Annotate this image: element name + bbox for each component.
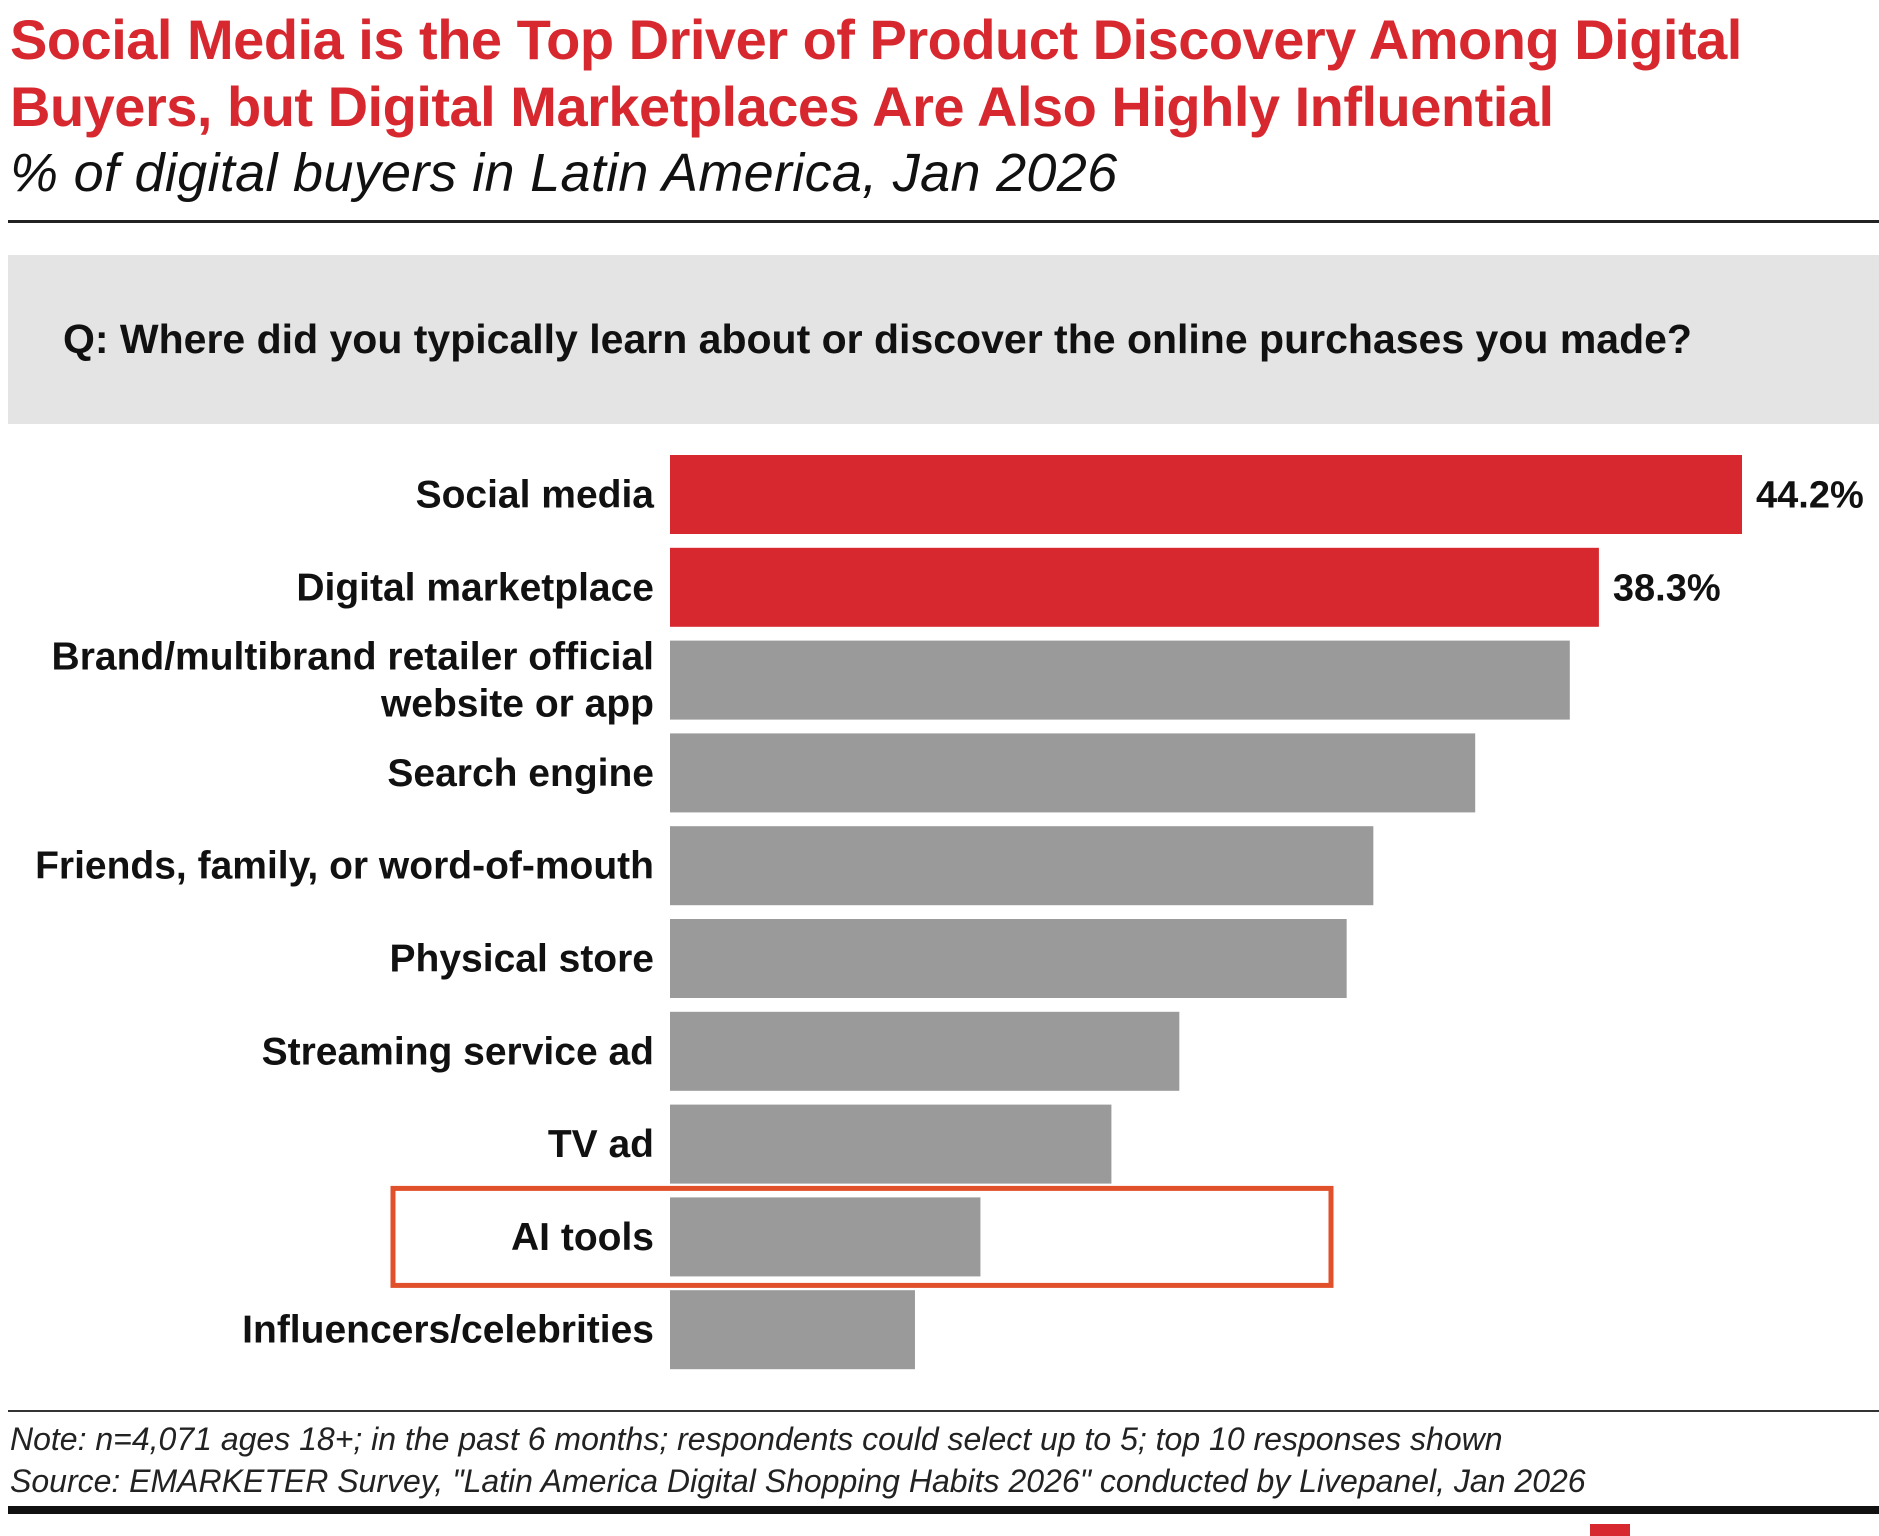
source-text: Source: EMARKETER Survey, "Latin America… — [10, 1463, 1586, 1499]
bar-physical-store — [670, 919, 1347, 998]
category-label-physical-store: Physical store — [390, 938, 654, 981]
bar-friends-family-or-word-of-mouth — [670, 826, 1374, 906]
bar-tv-ad — [670, 1104, 1112, 1184]
bottom-divider — [8, 1410, 1879, 1412]
category-label-digital-marketplace: Digital marketplace — [296, 566, 654, 609]
category-label-brand-multibrand-retailer-official-website-or-app: Brand/multibrand retailer official websit… — [52, 636, 654, 726]
category-label-influencers-celebrities: Influencers/celebrities — [242, 1309, 654, 1352]
question-banner: Q: Where did you typically learn about o… — [8, 255, 1879, 424]
bar-chart: Social media 44.2% Digital marketplace 38.3… — [35, 455, 1864, 1370]
top-divider — [8, 220, 1879, 223]
value-label-digital-marketplace: 38.3% — [1613, 567, 1721, 609]
category-label-social-media: Social media — [416, 474, 655, 517]
chart-subtitle: % of digital buyers in Latin America, Ja… — [10, 143, 1118, 203]
bar-ai-tools — [670, 1197, 981, 1277]
category-label-search-engine: Search engine — [387, 752, 654, 795]
bar-brand-multibrand-retailer-official-website-or-app — [670, 640, 1570, 720]
category-label-streaming-service-ad: Streaming service ad — [262, 1030, 654, 1073]
footer-rule — [8, 1506, 1879, 1514]
footnote: Note: n=4,071 ages 18+; in the past 6 mo… — [10, 1418, 1586, 1502]
brand-logo-icon — [1590, 1524, 1630, 1536]
bar-search-engine — [670, 733, 1476, 813]
bar-influencers-celebrities — [670, 1290, 915, 1370]
category-label-tv-ad: TV ad — [548, 1123, 654, 1166]
question-text: Q: Where did you typically learn about o… — [63, 316, 1692, 362]
value-label-social-media: 44.2% — [1756, 475, 1864, 517]
bar-digital-marketplace — [670, 547, 1599, 627]
bar-social-media — [670, 455, 1742, 534]
highlight-box-ai-tools — [390, 1185, 1334, 1288]
bar-streaming-service-ad — [670, 1011, 1180, 1091]
chart-title: Social Media is the Top Driver of Produc… — [10, 8, 1742, 138]
category-label-friends-family-or-word-of-mouth: Friends, family, or word-of-mouth — [35, 845, 654, 888]
category-label-ai-tools: AI tools — [511, 1216, 654, 1259]
note-text: Note: n=4,071 ages 18+; in the past 6 mo… — [10, 1421, 1503, 1457]
